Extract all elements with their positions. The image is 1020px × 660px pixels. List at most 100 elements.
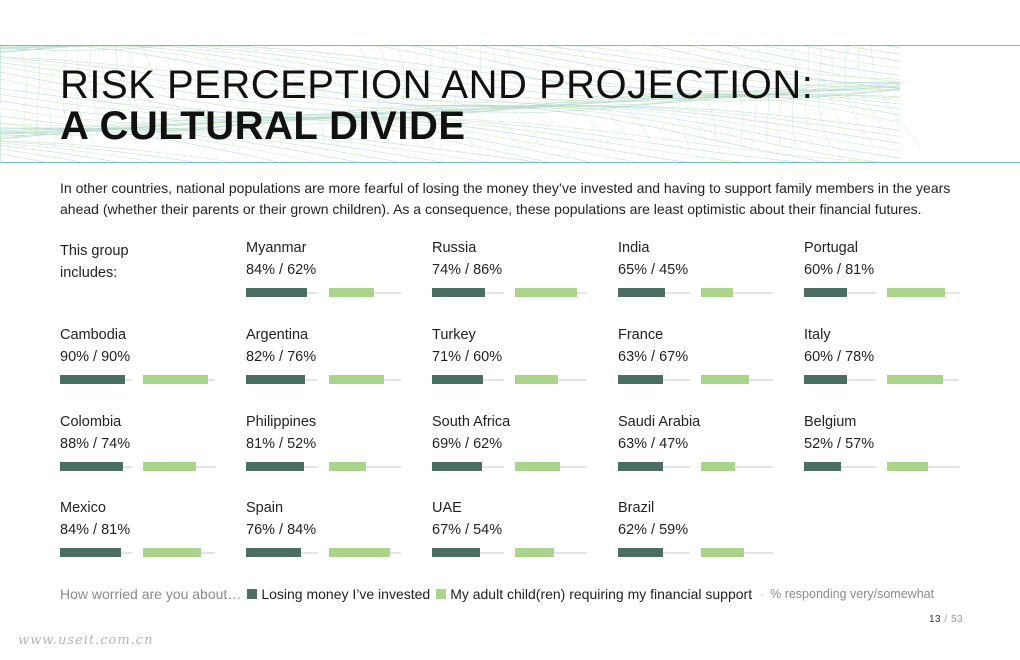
country-cell: Philippines 81% / 52%: [246, 414, 416, 484]
mesh-line: [241, 46, 311, 147]
bar-adult-children: [515, 462, 560, 471]
country-name: Myanmar: [246, 240, 307, 256]
bar-losing-money: [804, 375, 848, 384]
mesh-line: [810, 46, 832, 147]
mesh-line: [792, 46, 813, 147]
mesh-line: [143, 46, 212, 147]
country-name: Belgium: [804, 414, 857, 430]
mesh-line: [129, 46, 188, 147]
legend-label-children: My adult child(ren) requiring my financi…: [450, 586, 753, 602]
page-title-line1: RISK PERCEPTION AND PROJECTION:: [60, 63, 814, 107]
group-label-line1: This group: [60, 243, 129, 259]
mesh-line: [219, 46, 295, 147]
bar-adult-children: [143, 548, 202, 557]
page-total: / 53: [944, 614, 964, 625]
country-cell: Colombia 88% / 74%: [60, 414, 230, 484]
mesh-line: [265, 46, 326, 147]
mesh-line: [396, 46, 418, 147]
country-values: 52% / 57%: [804, 436, 875, 452]
bar-losing-money: [60, 462, 124, 471]
bar-losing-money: [432, 375, 484, 384]
country-cell: Myanmar 84% / 62%: [246, 240, 416, 310]
mesh-line: [0, 144, 120, 162]
bar-adult-children: [887, 375, 944, 384]
country-values: 60% / 78%: [804, 349, 875, 365]
country-cell: South Africa 69% / 62%: [432, 414, 602, 484]
mesh-line: [0, 105, 901, 159]
mesh-line: [414, 46, 435, 147]
bar-losing-money: [246, 548, 301, 557]
bar-losing-money: [804, 288, 848, 297]
mesh-line: [857, 46, 897, 147]
country-name: Portugal: [804, 240, 859, 256]
bar-adult-children: [329, 288, 374, 297]
country-name: Argentina: [246, 327, 309, 343]
bar-losing-money: [618, 288, 665, 297]
mesh-line: [0, 159, 11, 162]
mesh-line: [643, 46, 704, 147]
mesh-line: [0, 100, 901, 144]
country-name: Russia: [432, 240, 477, 256]
country-values: 90% / 90%: [60, 349, 131, 365]
mesh-line: [684, 46, 730, 147]
mesh-line: [575, 46, 654, 147]
bar-losing-money: [432, 462, 482, 471]
mesh-line: [0, 66, 901, 118]
bar-track: [701, 466, 773, 468]
mesh-line: [0, 46, 28, 147]
mesh-line: [54, 46, 75, 147]
mesh-line: [480, 46, 519, 147]
mesh-line: [0, 105, 901, 151]
country-values: 82% / 76%: [246, 349, 317, 365]
mesh-line: [666, 46, 717, 147]
bar-losing-money: [60, 548, 121, 557]
mesh-line: [178, 46, 256, 147]
country-name: Turkey: [432, 327, 476, 343]
mesh-line: [537, 46, 613, 147]
country-cell: Brazil 62% / 59%: [618, 500, 788, 570]
country-name: South Africa: [432, 414, 511, 430]
mesh-line: [0, 46, 901, 92]
mesh-line: [324, 46, 366, 147]
country-cell: Russia 74% / 86%: [432, 240, 602, 310]
page-current: 13: [929, 614, 942, 625]
mesh-line: [506, 46, 567, 147]
country-name: Italy: [804, 327, 831, 343]
country-values: 65% / 45%: [618, 262, 689, 278]
mesh-line: [0, 140, 237, 162]
country-values: 84% / 62%: [246, 262, 317, 278]
mesh-line: [0, 127, 280, 162]
country-values: 71% / 60%: [432, 349, 503, 365]
watermark: www.useit.com.cn: [18, 633, 154, 648]
country-name: UAE: [432, 500, 462, 516]
mesh-line: [115, 46, 164, 147]
bar-adult-children: [143, 462, 197, 471]
mesh-line: [620, 46, 689, 147]
bar-losing-money: [618, 462, 664, 471]
legend-swatch-invested: [247, 589, 258, 599]
mesh-line: [306, 46, 352, 147]
country-cell: Belgium 52% / 57%: [804, 414, 974, 484]
country-values: 88% / 74%: [60, 436, 131, 452]
bar-losing-money: [246, 462, 305, 471]
mesh-line: [0, 116, 688, 162]
mesh-line: [0, 94, 901, 137]
mesh-line: [0, 127, 319, 162]
legend-note: % responding very/somewhat: [770, 587, 935, 601]
mesh-line: [493, 46, 543, 147]
country-values: 62% / 59%: [618, 522, 689, 538]
mesh-line: [578, 46, 901, 80]
mesh-line: [0, 128, 541, 162]
mesh-line: [545, 46, 901, 84]
legend-prompt: How worried are you about…: [60, 586, 242, 602]
mesh-line: [467, 46, 496, 147]
bar-adult-children: [329, 462, 367, 471]
mesh-line: [450, 46, 474, 147]
bar-adult-children: [701, 462, 735, 471]
country-cell: Spain 76% / 84%: [246, 500, 416, 570]
mesh-line: [0, 46, 901, 88]
mesh-line: [0, 46, 901, 102]
mesh-line: [0, 115, 550, 162]
mesh-line: [378, 46, 405, 147]
bar-adult-children: [515, 288, 577, 297]
